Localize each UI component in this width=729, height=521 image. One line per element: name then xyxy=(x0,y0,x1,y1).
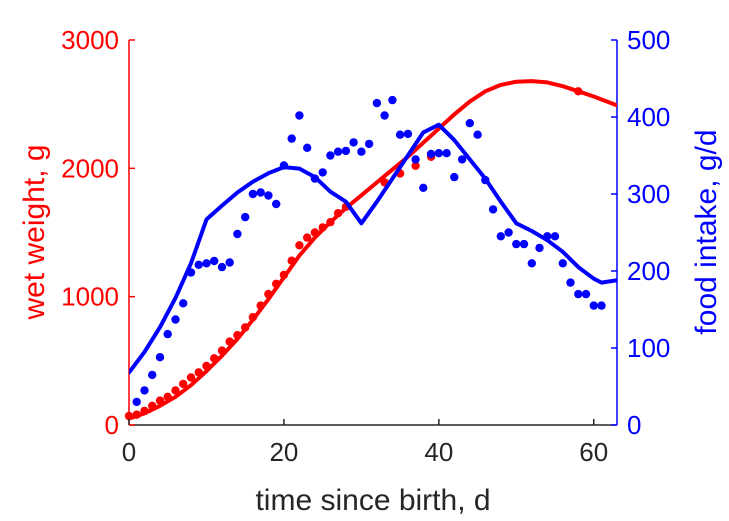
intake-data-point xyxy=(241,212,250,222)
intake-data-point xyxy=(202,259,211,268)
intake-data-point xyxy=(287,134,296,143)
right-y-axis-title: food intake, g/d xyxy=(690,129,723,334)
intake-data-point xyxy=(380,111,389,120)
right-y-tick-label: 500 xyxy=(627,25,670,55)
intake-data-point xyxy=(295,111,304,120)
intake-data-point xyxy=(419,183,428,192)
intake-data-point xyxy=(488,205,498,214)
left-y-tick-label: 2000 xyxy=(61,153,119,183)
intake-data-point xyxy=(194,260,203,269)
intake-data-point xyxy=(434,149,443,158)
intake-fit-line xyxy=(129,122,617,375)
x-tick-label: 60 xyxy=(579,437,608,467)
intake-data-point xyxy=(473,130,482,139)
intake-data-point xyxy=(318,168,327,177)
intake-data-point xyxy=(450,172,459,182)
intake-data-point xyxy=(550,232,560,241)
intake-data-point xyxy=(581,289,591,299)
intake-data-point xyxy=(558,259,567,268)
intake-data-point xyxy=(256,188,265,197)
intake-data-point xyxy=(349,138,358,147)
x-tick-label: 0 xyxy=(122,437,136,467)
intake-data-point xyxy=(171,315,180,324)
intake-data-point xyxy=(504,228,513,237)
left-y-tick-label: 0 xyxy=(105,410,119,440)
right-y-tick-label: 100 xyxy=(627,333,670,363)
intake-data-point xyxy=(597,301,606,310)
intake-data-point xyxy=(403,129,413,139)
intake-data-point xyxy=(535,243,544,253)
intake-data-point xyxy=(326,151,335,160)
intake-data-point xyxy=(233,229,242,239)
intake-data-point xyxy=(442,149,451,158)
weight-data-point xyxy=(295,241,304,250)
intake-data-point xyxy=(457,155,467,164)
intake-data-point xyxy=(496,232,505,241)
right-y-tick-label: 200 xyxy=(627,256,670,286)
left-y-tick-label: 1000 xyxy=(61,282,119,312)
weight-data-point xyxy=(179,379,188,389)
intake-data-point xyxy=(589,301,598,310)
intake-data-point xyxy=(395,130,405,139)
intake-data-point xyxy=(217,262,227,272)
plot-marks xyxy=(124,79,617,421)
intake-data-point xyxy=(155,353,165,362)
right-y-tick-label: 300 xyxy=(627,179,670,209)
left-y-axis-title: wet weight, g xyxy=(18,144,51,320)
intake-data-point xyxy=(411,155,420,164)
right-y-tick-label: 400 xyxy=(627,102,670,132)
x-axis-title: time since birth, d xyxy=(255,484,490,517)
intake-data-point xyxy=(225,258,234,267)
intake-data-point xyxy=(163,329,172,339)
intake-data-point xyxy=(303,143,312,152)
intake-data-point xyxy=(527,259,536,268)
intake-data-point xyxy=(372,98,382,108)
intake-data-point xyxy=(566,278,575,287)
intake-data-point xyxy=(148,370,157,380)
intake-data-point xyxy=(264,191,273,200)
intake-data-point xyxy=(426,149,436,159)
weight-data-point xyxy=(186,373,196,382)
intake-data-point xyxy=(341,146,351,156)
intake-data-point xyxy=(357,147,366,156)
weight-data-point xyxy=(171,386,180,395)
axis-ticks: 0 20 40 60 0 1000 2000 3000 0 100 200 300 400 500 xyxy=(61,25,670,467)
intake-data-point xyxy=(179,299,188,308)
intake-data-point xyxy=(574,289,583,299)
intake-data-point xyxy=(248,189,258,199)
intake-data-point xyxy=(210,256,219,266)
x-tick-label: 40 xyxy=(424,437,453,467)
weight-data-point xyxy=(411,161,420,170)
intake-data-point xyxy=(364,139,374,149)
weight-fit-line xyxy=(129,79,617,421)
left-y-tick-label: 3000 xyxy=(61,25,119,55)
right-y-tick-label: 0 xyxy=(627,410,641,440)
intake-data-point xyxy=(512,239,521,249)
weight-data-point xyxy=(303,233,312,242)
intake-data-point xyxy=(132,397,141,407)
intake-data-point xyxy=(519,239,529,249)
intake-data-point xyxy=(388,95,397,105)
intake-data-point xyxy=(333,147,343,156)
intake-data-point xyxy=(140,386,149,395)
x-tick-label: 20 xyxy=(269,437,298,467)
intake-data-point xyxy=(465,119,474,128)
intake-data-point xyxy=(272,199,281,209)
